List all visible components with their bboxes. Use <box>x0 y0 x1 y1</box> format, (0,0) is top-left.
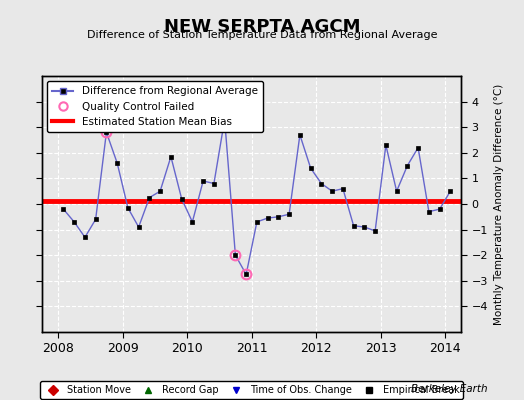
Text: Berkeley Earth: Berkeley Earth <box>411 384 487 394</box>
Y-axis label: Monthly Temperature Anomaly Difference (°C): Monthly Temperature Anomaly Difference (… <box>494 83 504 325</box>
Legend: Station Move, Record Gap, Time of Obs. Change, Empirical Break: Station Move, Record Gap, Time of Obs. C… <box>40 381 463 399</box>
Text: Difference of Station Temperature Data from Regional Average: Difference of Station Temperature Data f… <box>87 30 437 40</box>
Text: NEW SERPTA AGCM: NEW SERPTA AGCM <box>163 18 361 36</box>
